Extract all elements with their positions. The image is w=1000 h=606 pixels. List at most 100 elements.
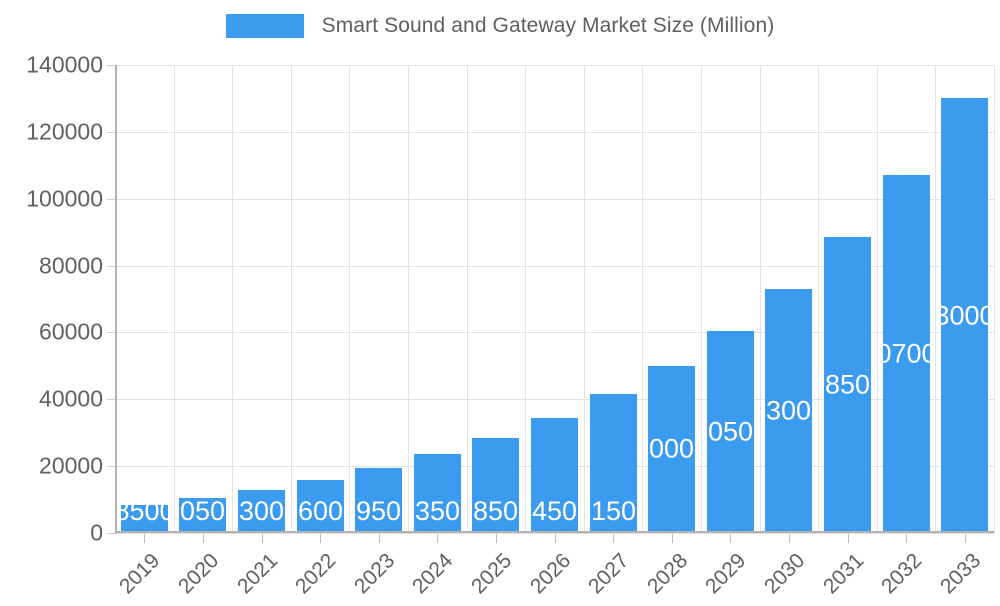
gridline-vertical	[994, 65, 995, 533]
gridline-vertical	[818, 65, 819, 533]
x-axis-tick-label: 2028	[642, 549, 693, 599]
bar-value-label: 73000	[765, 395, 812, 426]
x-tick-mark	[555, 534, 556, 543]
bar[interactable]: 16000	[297, 479, 344, 533]
bar[interactable]: 8500	[121, 504, 168, 533]
bar-value-label: 34500	[531, 496, 578, 526]
gridline-vertical	[349, 65, 350, 533]
bar-value-label: 28500	[472, 496, 519, 526]
bar-value-label: 60500	[707, 416, 754, 447]
x-axis-tick-label: 2019	[114, 549, 165, 599]
y-tick-mark	[107, 399, 115, 401]
bar[interactable]: 73000	[765, 288, 812, 533]
x-tick-mark	[906, 534, 907, 543]
bar[interactable]: 88500	[824, 237, 871, 533]
x-tick-mark	[262, 534, 263, 543]
bar-value-label: 16000	[297, 496, 344, 526]
gridline-vertical	[174, 65, 175, 533]
x-tick-mark	[672, 534, 673, 543]
x-axis-tick-label: 2021	[232, 549, 283, 599]
bar-value-label: 23500	[414, 496, 461, 526]
plot-area: 8500 10500 13000 16000 19500 23500 28500 34500 4…	[26, 52, 995, 598]
x-tick-mark	[203, 534, 204, 543]
gridline-horizontal	[115, 399, 994, 401]
y-tick-mark	[107, 533, 115, 534]
gridline-vertical	[877, 65, 878, 533]
chart-legend: Smart Sound and Gateway Market Size (Mil…	[0, 14, 1000, 38]
gridline-vertical	[584, 65, 585, 533]
x-tick-mark	[320, 534, 321, 543]
gridline-vertical	[291, 65, 292, 533]
bar-value-label: 107000	[883, 338, 930, 369]
x-axis-tick-label: 2032	[876, 549, 927, 599]
gridline-horizontal	[115, 198, 994, 200]
x-tick-mark	[730, 534, 731, 543]
x-axis-tick-label: 2027	[583, 549, 634, 599]
x-tick-mark	[437, 534, 438, 543]
bar[interactable]: 13000	[238, 489, 285, 533]
y-tick-mark	[107, 332, 115, 334]
y-axis-tick-label: 80000	[39, 252, 103, 279]
x-tick-mark	[379, 534, 380, 543]
x-tick-mark	[965, 534, 966, 543]
bar[interactable]: 23500	[414, 454, 461, 533]
y-tick-mark	[107, 131, 115, 133]
legend-label-series-1[interactable]: Smart Sound and Gateway Market Size (Mil…	[321, 14, 775, 37]
x-axis-tick-label: 2020	[173, 549, 224, 599]
x-axis-tick-label: 2023	[349, 549, 400, 599]
y-tick-mark	[107, 65, 115, 66]
bar-value-label: 10500	[179, 497, 226, 526]
y-tick-mark	[107, 198, 115, 200]
y-axis-tick-label: 40000	[39, 385, 103, 412]
gridline-vertical	[232, 65, 233, 533]
gridline-vertical	[935, 65, 936, 533]
x-tick-mark	[144, 534, 145, 543]
x-axis-tick-label: 2026	[525, 549, 576, 599]
gridline-horizontal	[115, 131, 994, 133]
x-axis-tick-label: 2030	[759, 549, 810, 599]
x-tick-mark	[613, 534, 614, 543]
x-axis-tick-label: 2024	[407, 549, 458, 599]
x-tick-mark	[848, 534, 849, 543]
bar[interactable]: 34500	[531, 417, 578, 533]
bar[interactable]: 107000	[883, 175, 930, 533]
y-axis-tick-label: 0	[90, 519, 103, 546]
x-axis-tick-label: 2029	[700, 549, 751, 599]
gridline-vertical	[525, 65, 526, 533]
bar[interactable]: 60500	[707, 330, 754, 533]
gridline-vertical	[467, 65, 468, 533]
x-tick-mark	[496, 534, 497, 543]
bar-value-label: 19500	[355, 496, 402, 526]
y-tick-mark	[107, 466, 115, 468]
y-axis-line	[115, 65, 117, 534]
bar-value-label: 130000	[941, 300, 988, 331]
gridline-horizontal	[115, 533, 994, 534]
bar-value-label: 41500	[590, 496, 637, 526]
x-axis-tick-label: 2025	[466, 549, 517, 599]
y-axis-tick-label: 120000	[26, 118, 103, 145]
x-axis-line	[115, 531, 994, 533]
y-axis-tick-label: 100000	[26, 185, 103, 212]
gridline-horizontal	[115, 265, 994, 267]
gridline-horizontal	[115, 332, 994, 334]
gridline-vertical	[642, 65, 643, 533]
bar[interactable]: 28500	[472, 437, 519, 533]
legend-swatch-series-1[interactable]	[225, 14, 304, 38]
bar-value-label: 13000	[238, 496, 285, 526]
x-axis-tick-label: 2033	[935, 549, 986, 599]
y-tick-mark	[107, 265, 115, 267]
x-tick-mark	[789, 534, 790, 543]
y-axis-tick-label: 20000	[39, 452, 103, 479]
gridline-horizontal	[115, 65, 994, 66]
bar[interactable]: 41500	[590, 394, 637, 533]
bar[interactable]: 130000	[941, 98, 988, 533]
bar[interactable]: 19500	[355, 467, 402, 533]
bar-value-label: 88500	[824, 369, 871, 400]
bar[interactable]: 10500	[179, 497, 226, 533]
x-axis-tick-label: 2022	[290, 549, 341, 599]
gridline-vertical	[760, 65, 761, 533]
x-axis-tick-label: 2031	[818, 549, 869, 599]
